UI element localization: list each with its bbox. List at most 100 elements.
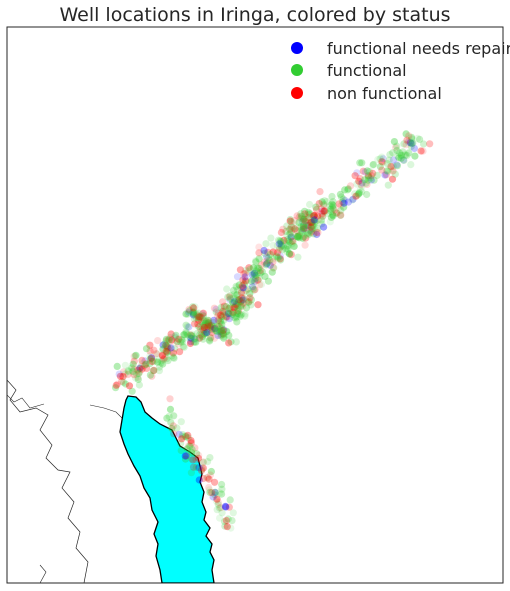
point-functional: [198, 465, 206, 473]
point-functional: [200, 323, 208, 332]
point-functional: [218, 313, 226, 321]
point-non-functional: [146, 341, 154, 349]
point-needs-repair: [189, 311, 197, 319]
point-functional: [364, 172, 372, 180]
point-functional: [209, 325, 217, 333]
point-functional: [237, 311, 245, 319]
point-non-functional: [217, 327, 225, 335]
point-functional: [361, 176, 369, 184]
point-non-functional: [210, 304, 218, 312]
point-functional: [201, 329, 209, 337]
point-functional: [221, 312, 229, 320]
point-non-functional: [130, 352, 138, 360]
point-functional: [159, 345, 167, 353]
point-functional: [229, 509, 237, 517]
point-functional: [389, 149, 397, 157]
point-functional: [197, 328, 205, 336]
point-functional: [241, 296, 250, 304]
point-functional: [408, 135, 416, 143]
point-functional: [283, 231, 291, 240]
point-non-functional: [307, 228, 315, 236]
point-non-functional: [120, 368, 128, 376]
point-needs-repair: [185, 308, 193, 316]
point-functional: [217, 326, 225, 334]
point-functional: [384, 167, 392, 175]
point-non-functional: [207, 326, 215, 334]
point-functional: [188, 445, 196, 453]
point-functional: [223, 285, 231, 293]
point-functional: [227, 338, 235, 346]
point-functional: [255, 255, 263, 263]
point-non-functional: [295, 213, 303, 221]
point-functional: [230, 313, 238, 322]
point-functional: [407, 140, 415, 148]
point-functional: [231, 302, 239, 311]
point-functional: [220, 311, 228, 319]
point-functional: [365, 168, 373, 176]
point-functional: [326, 218, 334, 226]
point-non-functional: [182, 452, 191, 460]
point-functional: [364, 176, 372, 184]
point-functional: [266, 256, 274, 264]
point-non-functional: [186, 339, 194, 348]
point-functional: [195, 314, 203, 322]
point-non-functional: [187, 439, 195, 447]
point-functional: [166, 405, 175, 413]
point-non-functional: [419, 147, 427, 155]
point-functional: [208, 321, 216, 329]
point-non-functional: [148, 357, 156, 366]
point-non-functional: [378, 158, 386, 166]
point-non-functional: [364, 172, 372, 180]
point-functional: [298, 228, 307, 236]
point-functional: [208, 322, 216, 330]
point-needs-repair: [241, 273, 249, 281]
point-functional: [182, 321, 190, 329]
point-functional: [273, 242, 281, 250]
point-non-functional: [142, 360, 150, 368]
point-non-functional: [152, 350, 160, 358]
point-functional: [219, 309, 227, 317]
point-functional: [252, 274, 260, 282]
point-non-functional: [426, 140, 434, 148]
point-functional: [226, 295, 234, 303]
point-non-functional: [378, 166, 386, 174]
point-functional: [216, 328, 224, 336]
point-non-functional: [205, 317, 213, 325]
point-functional: [216, 514, 224, 522]
point-needs-repair: [341, 196, 349, 204]
point-functional: [305, 229, 313, 237]
point-functional: [193, 329, 201, 338]
point-non-functional: [208, 328, 216, 336]
point-functional: [215, 315, 223, 323]
point-non-functional: [164, 336, 172, 344]
point-functional: [266, 250, 274, 258]
point-functional: [286, 215, 294, 224]
point-non-functional: [193, 311, 201, 319]
point-functional: [233, 318, 241, 326]
point-functional: [283, 248, 291, 256]
point-functional: [181, 331, 189, 339]
point-functional: [240, 280, 248, 288]
point-needs-repair: [222, 503, 230, 511]
point-functional: [208, 325, 216, 333]
point-functional: [196, 323, 204, 331]
point-non-functional: [178, 435, 186, 443]
point-functional: [257, 280, 266, 289]
point-needs-repair: [393, 161, 401, 169]
point-functional: [195, 312, 203, 320]
point-functional: [337, 206, 345, 215]
point-functional: [190, 335, 198, 343]
point-functional: [226, 294, 235, 303]
point-functional: [234, 298, 242, 306]
point-functional: [407, 142, 415, 151]
point-functional: [286, 230, 294, 238]
point-functional: [216, 319, 224, 327]
point-functional: [167, 418, 175, 427]
point-functional: [213, 506, 221, 514]
point-functional: [178, 338, 186, 346]
point-needs-repair: [195, 464, 203, 472]
point-non-functional: [184, 431, 192, 439]
point-non-functional: [239, 299, 247, 307]
point-functional: [240, 295, 248, 303]
